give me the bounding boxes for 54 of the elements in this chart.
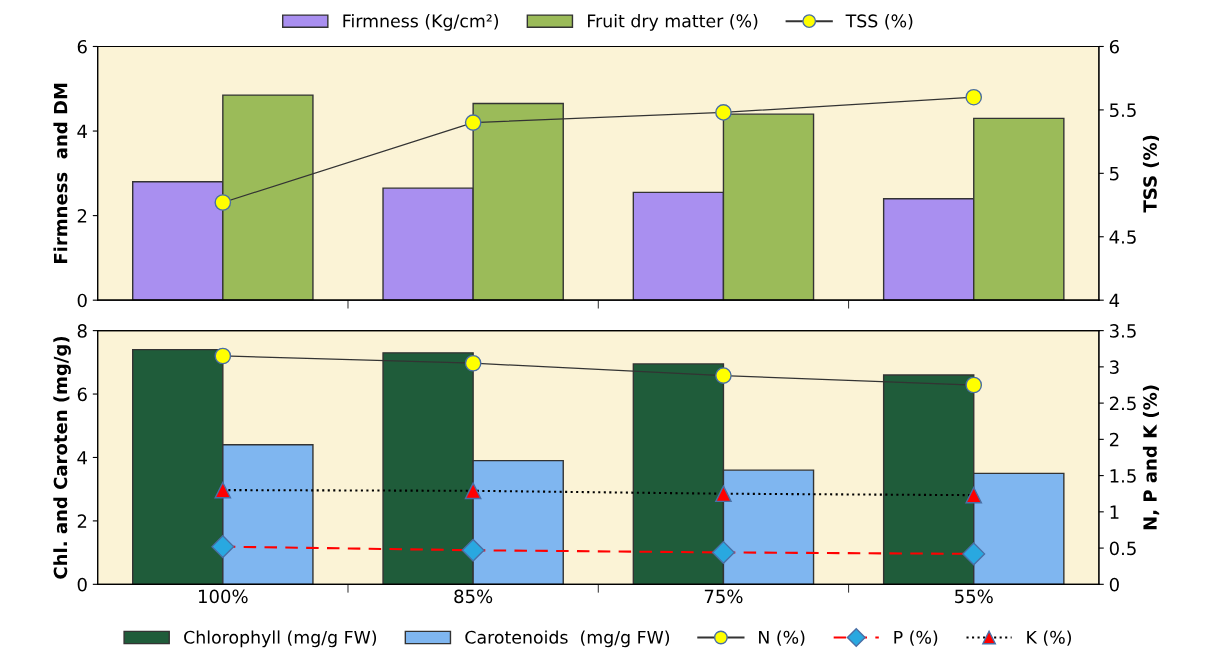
y2-tick-label: 0 (1109, 577, 1119, 592)
legend-label: K (%) (1027, 630, 1071, 646)
y2-tick-label: 1.5 (1110, 469, 1136, 483)
point (214, 194, 232, 211)
y2-tick-label: 0.5 (1109, 541, 1136, 556)
y-tick-label: 2 (77, 209, 87, 223)
legend-label: TSS (%) (845, 14, 913, 30)
y-tick-label: 4 (77, 124, 87, 138)
y-tick-label: 6 (77, 387, 87, 402)
y2-axis-title: N, P and K (%) (1142, 385, 1160, 530)
point (715, 104, 732, 121)
point (965, 88, 983, 106)
y-tick-label: 6 (77, 39, 87, 54)
y2-tick-label: 3.5 (1110, 324, 1136, 338)
y-tick-label: 8 (77, 324, 87, 338)
legend-label: N (%) (759, 630, 805, 646)
point (965, 486, 983, 504)
point (464, 482, 482, 500)
point (214, 481, 232, 499)
y2-tick-label: 5.5 (1110, 103, 1136, 118)
y-axis-title: Chl. and Caroten (mg/g) (53, 336, 71, 579)
y2-tick-label: 6 (1109, 39, 1119, 54)
point (214, 347, 232, 365)
y-axis-title: Firmness and DM (53, 83, 68, 263)
y-tick-label: 2 (77, 514, 87, 528)
y2-tick-label: 2.5 (1109, 396, 1136, 411)
legend-label: Carotenoids (mg/g FW) (465, 630, 670, 648)
x-tick-label: 85% (454, 589, 493, 604)
point (962, 542, 986, 566)
point (461, 538, 485, 562)
y2-axis-title: TSS (%) (1142, 135, 1159, 213)
legend-label: P (%) (894, 630, 938, 646)
legend-label: Firmness (Kg/cm²) (343, 14, 499, 31)
y2-tick-label: 4 (1109, 293, 1120, 308)
point (965, 376, 983, 394)
y2-tick-label: 4.5 (1109, 230, 1136, 244)
y2-tick-label: 5 (1110, 167, 1119, 181)
x-tick-label: 55% (955, 589, 993, 604)
y-tick-label: 0 (77, 577, 87, 592)
y2-tick-label: 3 (1110, 360, 1119, 374)
legend-label: Chlorophyll (mg/g FW) (184, 630, 377, 648)
point (464, 114, 482, 131)
point (715, 485, 732, 503)
legend-label: Fruit dry matter (%) (588, 14, 758, 31)
point (464, 354, 482, 372)
point (715, 367, 732, 384)
y-tick-label: 4 (77, 451, 87, 465)
point (711, 540, 735, 564)
y2-tick-label: 2 (1109, 432, 1119, 447)
y2-tick-label: 1 (1110, 505, 1119, 519)
y-tick-label: 0 (77, 293, 87, 308)
x-tick-label: 75% (704, 589, 743, 604)
point (211, 535, 235, 559)
x-tick-label: 100% (199, 589, 248, 604)
